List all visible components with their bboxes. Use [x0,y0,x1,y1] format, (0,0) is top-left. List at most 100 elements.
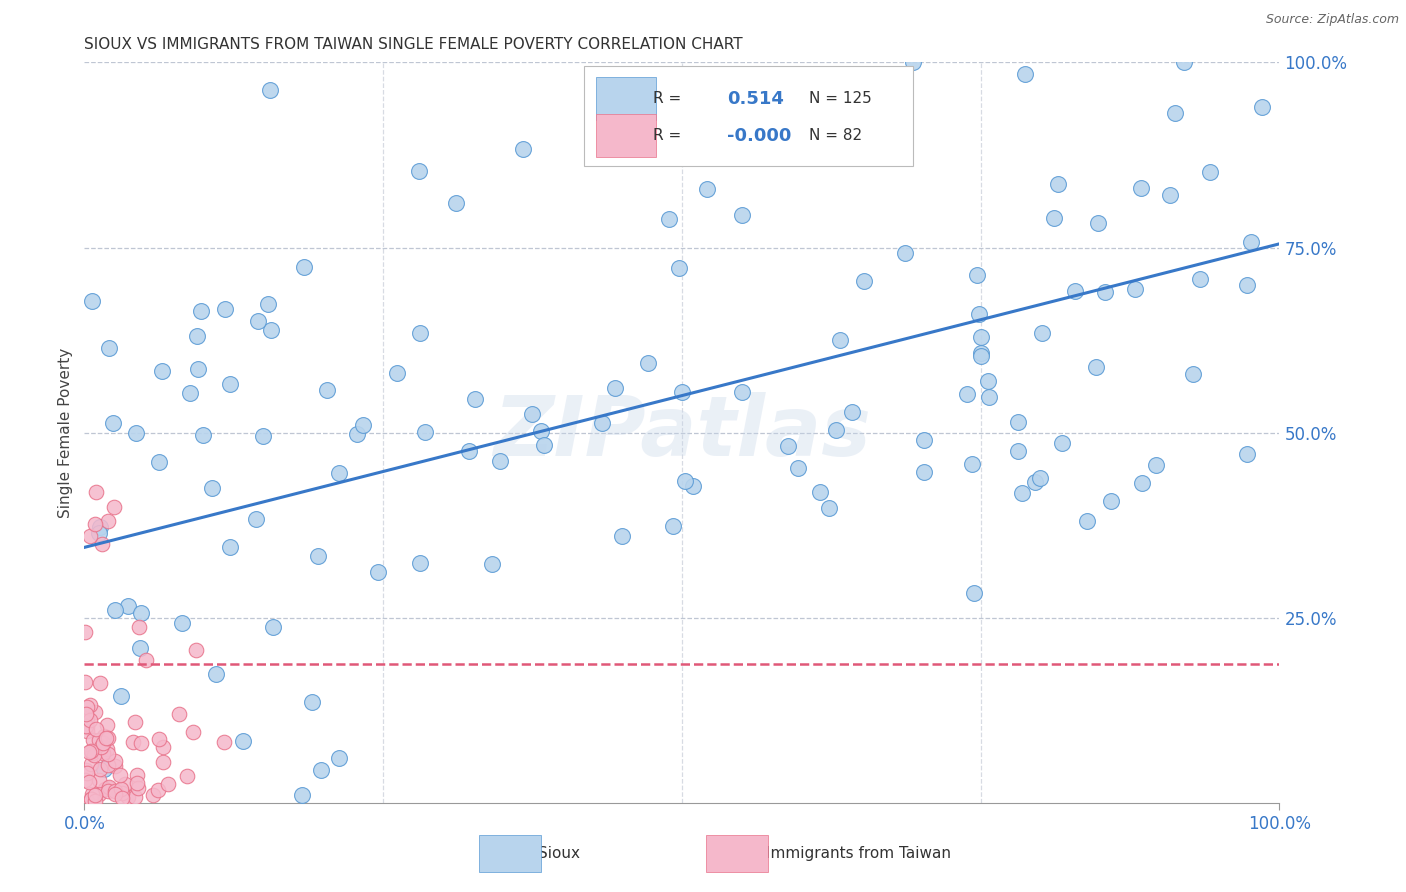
Point [214,301,236,316]
Point [979,391,1001,405]
Point [1164,106,1187,120]
Point [82,294,104,309]
Point [83,748,105,763]
Point [183,725,205,739]
Text: ZIPatlas: ZIPatlas [494,392,870,473]
Point [912,465,935,479]
Point [97,747,120,761]
Point [673,474,696,488]
Point [83,517,105,532]
Text: 0.514: 0.514 [727,90,785,108]
Point [80,757,103,772]
Point [219,376,242,391]
Point [170,616,193,631]
Point [530,424,553,438]
Point [152,755,174,769]
Point [86,484,108,499]
Text: R =: R = [654,91,682,106]
Text: Sioux: Sioux [538,846,581,861]
Point [97,731,120,745]
Point [76,720,98,734]
Point [316,383,339,397]
Point [1236,278,1258,293]
Point [1011,486,1033,500]
Point [658,211,681,226]
Point [1101,493,1123,508]
Point [232,734,254,748]
Point [205,666,228,681]
Point [707,118,730,132]
Point [111,786,134,800]
FancyBboxPatch shape [583,66,912,166]
Point [76,710,98,724]
Point [294,260,316,274]
Point [76,700,98,714]
Text: R =: R = [654,128,682,144]
Point [1159,187,1181,202]
Point [245,512,267,526]
Point [79,714,101,728]
Point [259,83,281,97]
Point [93,729,115,743]
Text: SIOUX VS IMMIGRANTS FROM TAIWAN SINGLE FEMALE POVERTY CORRELATION CHART: SIOUX VS IMMIGRANTS FROM TAIWAN SINGLE F… [84,37,742,52]
Point [79,745,101,759]
Point [87,787,110,801]
Point [1043,211,1066,225]
FancyBboxPatch shape [596,78,655,120]
Point [415,425,437,440]
Point [187,362,209,376]
Point [104,603,127,617]
Point [91,746,114,760]
Point [89,676,111,690]
Point [83,794,105,808]
FancyBboxPatch shape [479,835,541,871]
Point [186,329,208,343]
Point [124,714,146,729]
Point [731,385,754,400]
Point [191,428,214,442]
Point [1007,444,1029,458]
Point [901,55,924,70]
Point [79,529,101,543]
FancyBboxPatch shape [706,835,768,871]
Point [117,599,139,614]
Point [108,768,131,782]
Point [110,689,132,703]
Point [522,407,544,421]
Point [481,557,503,571]
Point [1144,458,1167,472]
Point [969,330,991,344]
Point [301,695,323,709]
Point [190,304,212,318]
Point [80,744,103,758]
Point [104,759,127,773]
Point [387,366,409,380]
Point [104,783,127,797]
Point [176,769,198,783]
Point [97,784,120,798]
Point [409,326,432,340]
Point [1064,284,1087,298]
Point [125,426,148,441]
Point [489,454,512,468]
Point [966,268,988,282]
Point [787,461,810,475]
Point [970,345,993,359]
Point [1007,415,1029,429]
Point [291,789,314,803]
Point [778,438,800,452]
Point [201,481,224,495]
Point [76,766,98,780]
Point [117,790,139,805]
Point [146,783,169,797]
Point [114,777,136,791]
Point [668,261,690,276]
Point [218,540,240,554]
Point [976,374,998,388]
Point [89,763,111,777]
Point [1085,359,1108,374]
Y-axis label: Single Female Poverty: Single Female Poverty [58,348,73,517]
Text: Source: ZipAtlas.com: Source: ZipAtlas.com [1265,13,1399,27]
Point [73,773,96,788]
Point [1188,272,1211,286]
